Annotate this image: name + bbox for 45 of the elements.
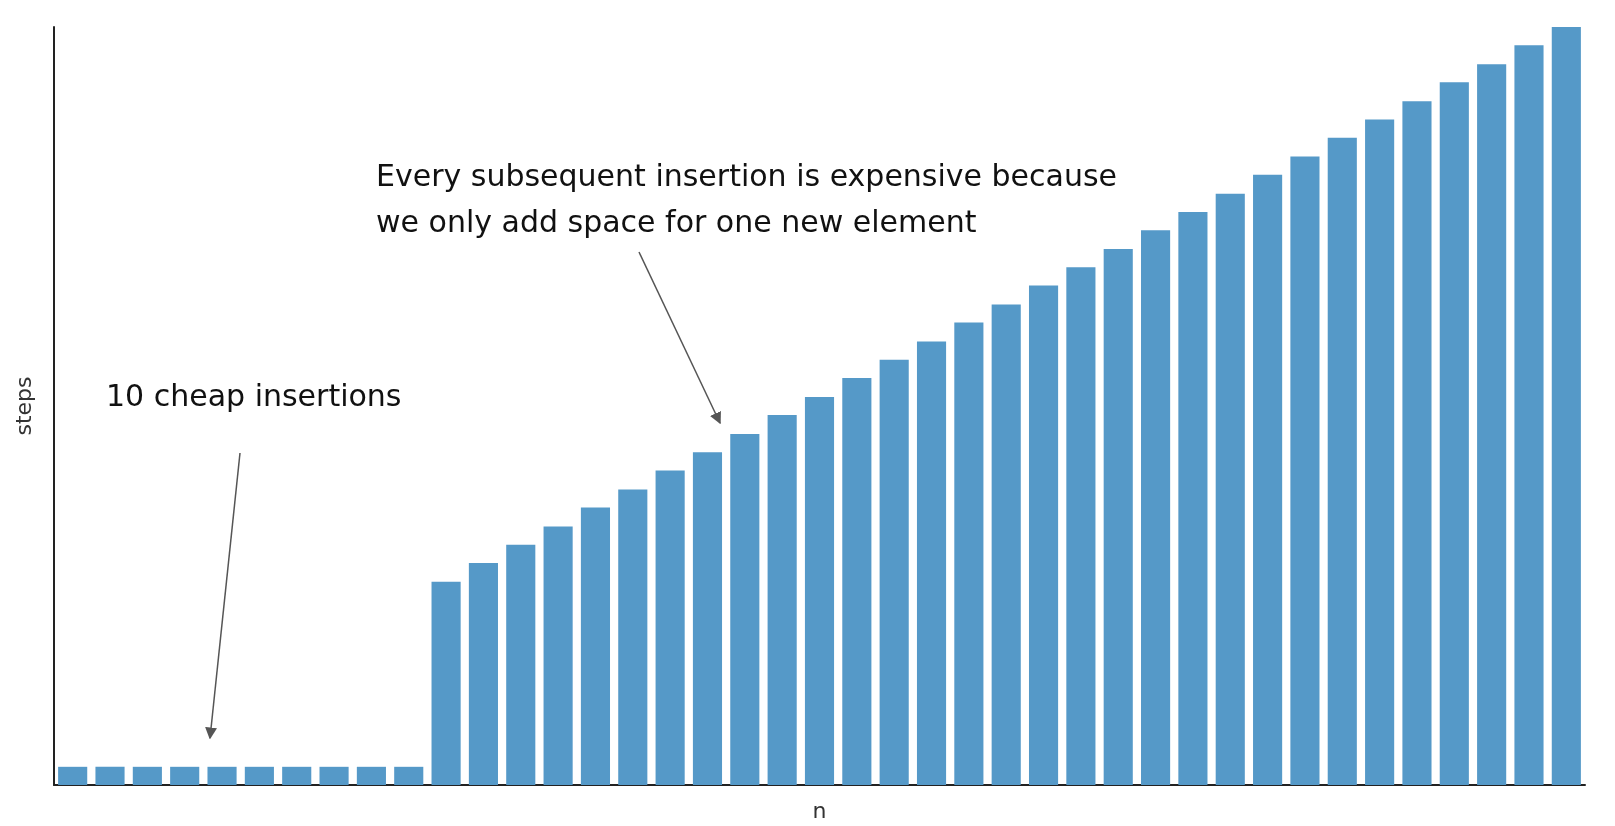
- bar: [1551, 27, 1581, 785]
- bar: [1327, 137, 1357, 785]
- bar: [170, 766, 200, 785]
- bar: [842, 377, 872, 785]
- bar: [1178, 211, 1208, 785]
- bar: [1103, 249, 1133, 785]
- bar: [95, 766, 125, 785]
- bar: [1514, 45, 1544, 785]
- annotation: 10 cheap insertions: [106, 377, 402, 413]
- bar: [282, 766, 312, 785]
- bar: [692, 452, 723, 785]
- bar: [468, 562, 498, 785]
- bar: [1253, 174, 1283, 785]
- bar: [207, 766, 237, 785]
- bar: [431, 581, 461, 785]
- bar: [1141, 230, 1171, 785]
- bar: [879, 359, 909, 785]
- bar: [1402, 101, 1432, 785]
- bar: [730, 434, 760, 785]
- bar: [58, 766, 88, 785]
- bar: [244, 766, 274, 785]
- bar: [319, 766, 349, 785]
- bar: [991, 304, 1021, 785]
- bar: [132, 766, 162, 785]
- bar: [1028, 285, 1059, 785]
- annotation: Every subsequent insertion is expensive because we only add space for one new element: [376, 157, 1118, 239]
- bar: [1066, 267, 1096, 785]
- bar: [1215, 193, 1245, 785]
- bar: [580, 507, 611, 785]
- bar: [356, 766, 386, 785]
- bar: [618, 489, 648, 785]
- bar: [1290, 156, 1320, 785]
- bar: [506, 544, 536, 785]
- bar: [954, 322, 984, 785]
- bar: [1365, 119, 1395, 785]
- bar: [1477, 64, 1507, 785]
- bar: [543, 526, 573, 785]
- x-axis-title: n: [812, 797, 827, 823]
- bar: [767, 415, 797, 785]
- y-axis-title: steps: [10, 376, 36, 436]
- bar: [1439, 82, 1469, 785]
- bar: [804, 396, 835, 785]
- bar: [655, 470, 685, 785]
- bar: [916, 341, 947, 785]
- bar: [394, 766, 424, 785]
